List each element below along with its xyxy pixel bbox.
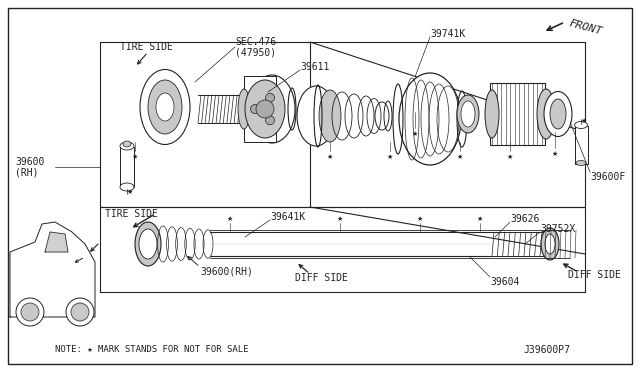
Text: 39611: 39611	[300, 62, 330, 72]
Text: ★: ★	[457, 154, 463, 160]
Text: ★: ★	[507, 154, 513, 160]
Polygon shape	[45, 232, 68, 252]
Ellipse shape	[297, 86, 335, 146]
Text: FRONT: FRONT	[568, 18, 603, 36]
Text: 39604: 39604	[490, 277, 520, 287]
Text: 39600: 39600	[15, 157, 44, 167]
Bar	[120, 147, 134, 187]
Ellipse shape	[71, 303, 89, 321]
Text: ★: ★	[132, 154, 138, 160]
Bar	[490, 83, 545, 145]
Ellipse shape	[457, 95, 479, 133]
Text: ★: ★	[127, 189, 133, 195]
Text: ★: ★	[337, 216, 343, 222]
Ellipse shape	[135, 222, 161, 266]
Text: 39600F: 39600F	[590, 172, 625, 182]
Text: (RH): (RH)	[15, 167, 38, 177]
Ellipse shape	[249, 75, 295, 143]
Text: (47950): (47950)	[235, 47, 276, 57]
Ellipse shape	[120, 142, 134, 150]
Bar	[575, 126, 588, 164]
Text: 39626: 39626	[510, 214, 540, 224]
Text: ★: ★	[412, 131, 418, 137]
Ellipse shape	[250, 105, 259, 113]
Text: 39600(RH): 39600(RH)	[200, 267, 253, 277]
Text: ★: ★	[327, 154, 333, 160]
Text: 39741K: 39741K	[430, 29, 465, 39]
Ellipse shape	[544, 92, 572, 137]
Text: SEC.476: SEC.476	[235, 37, 276, 47]
Ellipse shape	[123, 141, 131, 147]
Ellipse shape	[575, 122, 588, 128]
Text: TIRE SIDE: TIRE SIDE	[120, 42, 173, 52]
Ellipse shape	[245, 80, 285, 138]
Ellipse shape	[485, 90, 499, 138]
Polygon shape	[10, 222, 95, 317]
Ellipse shape	[21, 303, 39, 321]
Text: TIRE SIDE: TIRE SIDE	[105, 209, 158, 219]
Text: ★: ★	[581, 118, 587, 124]
Text: ★: ★	[227, 216, 233, 222]
Text: 39641K: 39641K	[270, 212, 305, 222]
Ellipse shape	[266, 116, 275, 125]
Ellipse shape	[537, 89, 555, 139]
Ellipse shape	[256, 100, 274, 118]
Text: ★: ★	[387, 154, 393, 160]
Ellipse shape	[461, 101, 475, 127]
Text: J39600P7: J39600P7	[523, 345, 570, 355]
Text: NOTE: ★ MARK STANDS FOR NOT FOR SALE: NOTE: ★ MARK STANDS FOR NOT FOR SALE	[55, 346, 248, 355]
Ellipse shape	[156, 93, 174, 121]
Ellipse shape	[120, 183, 134, 191]
Ellipse shape	[545, 234, 555, 254]
Ellipse shape	[266, 93, 275, 102]
Text: ★: ★	[477, 216, 483, 222]
Bar	[244, 76, 276, 142]
Text: DIFF SIDE: DIFF SIDE	[568, 270, 621, 280]
Ellipse shape	[550, 99, 566, 129]
Ellipse shape	[399, 73, 461, 165]
Text: ★: ★	[417, 216, 423, 222]
Text: ★: ★	[552, 151, 558, 157]
Ellipse shape	[140, 70, 190, 144]
Ellipse shape	[238, 89, 250, 129]
Ellipse shape	[541, 228, 559, 260]
Ellipse shape	[319, 90, 341, 142]
Ellipse shape	[576, 160, 586, 166]
Ellipse shape	[16, 298, 44, 326]
Text: 39752X: 39752X	[540, 224, 575, 234]
Ellipse shape	[139, 229, 157, 259]
Ellipse shape	[148, 80, 182, 134]
Ellipse shape	[66, 298, 94, 326]
Text: DIFF SIDE: DIFF SIDE	[295, 273, 348, 283]
